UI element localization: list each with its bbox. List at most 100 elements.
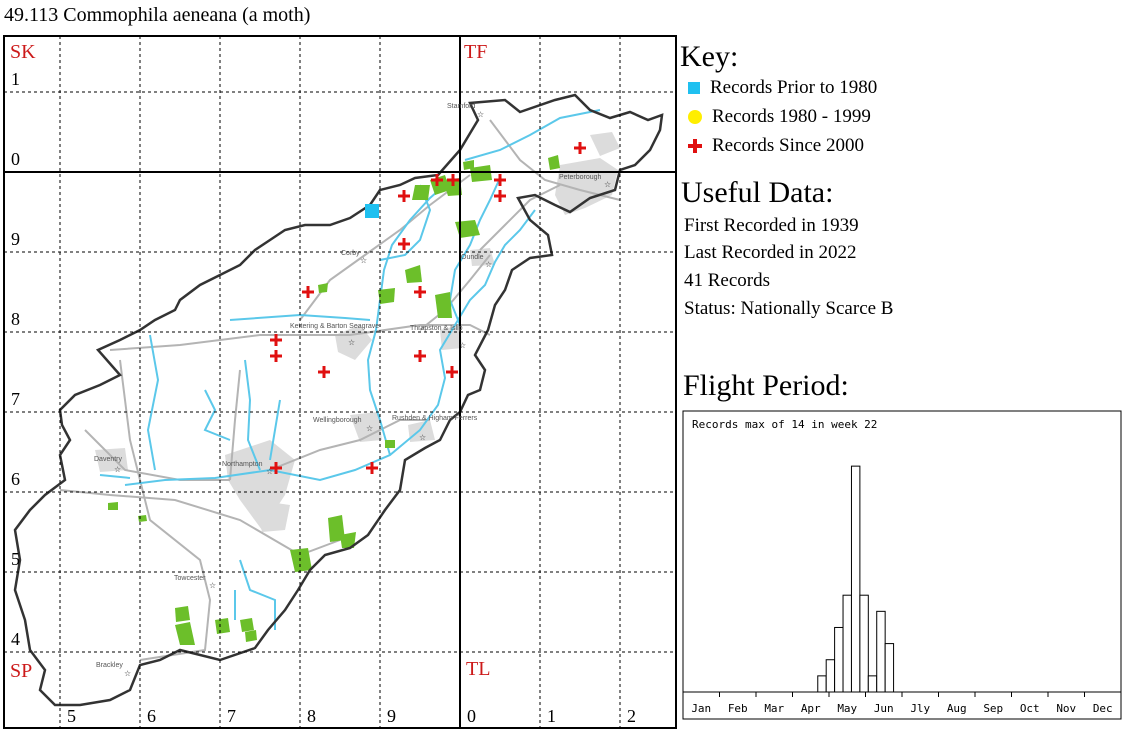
y-label: 8 [11, 309, 20, 329]
first-recorded: First Recorded in 1939 [684, 215, 859, 236]
rivers [99, 109, 601, 630]
plus-icon [688, 139, 702, 153]
town-label: Corby [341, 250, 360, 257]
record-square-marker [365, 204, 379, 218]
x-label: 5 [67, 706, 76, 726]
record-plus-marker [270, 350, 282, 362]
y-label: 0 [11, 149, 20, 169]
month-label: Jan [691, 702, 711, 715]
grid-lines [4, 36, 676, 728]
month-label: Feb [728, 702, 748, 715]
svg-text:☆: ☆ [114, 465, 121, 474]
x-label: 0 [467, 706, 476, 726]
town-label: Northampton [222, 461, 263, 468]
town-label: Thrapston & Islip [410, 325, 463, 332]
flight-bar [859, 594, 869, 693]
grid-letter-sk: SK [10, 41, 36, 63]
month-label: Dec [1093, 702, 1113, 715]
flight-bar [876, 610, 886, 693]
records-since-2000 [270, 142, 586, 474]
flight-period-chart: Records max of 14 in week 22 Jan Feb Mar Ap… [682, 410, 1122, 720]
svg-text:☆: ☆ [485, 260, 492, 269]
month-label: Sep [983, 702, 1003, 715]
grid-letter-sp: SP [10, 660, 32, 682]
y-label: 5 [11, 549, 20, 569]
month-label: Jun [874, 702, 894, 715]
square-icon [688, 82, 700, 94]
useful-data-heading: Useful Data: [681, 176, 834, 209]
svg-text:☆: ☆ [419, 433, 426, 442]
record-plus-marker [574, 142, 586, 154]
month-label: Apr [801, 702, 821, 715]
town-markers: ☆ ☆ ☆ ☆ ☆ ☆ ☆ ☆ ☆ ☆ ☆ ☆ [114, 110, 611, 678]
flight-bars [817, 465, 895, 693]
town-label: Rushden & Higham Ferrers [392, 415, 478, 422]
flight-bar [825, 659, 836, 693]
flight-period-heading: Flight Period: [683, 369, 849, 402]
month-label: Oct [1020, 702, 1040, 715]
key-label: Records Since 2000 [712, 135, 864, 156]
record-plus-marker [270, 462, 282, 474]
flight-bar [850, 465, 861, 693]
month-label: Aug [947, 702, 967, 715]
x-label: 2 [627, 706, 636, 726]
svg-text:☆: ☆ [124, 669, 131, 678]
record-count: 41 Records [684, 270, 771, 291]
record-plus-marker [447, 174, 459, 186]
record-plus-marker [431, 174, 443, 186]
chart-title: Records max of 14 in week 22 [692, 418, 877, 431]
town-label: Kettering & Barton Seagrave [290, 323, 379, 330]
record-plus-marker [318, 366, 330, 378]
record-plus-marker [398, 190, 410, 202]
record-plus-marker [494, 190, 506, 202]
record-plus-marker [414, 286, 426, 298]
svg-text:☆: ☆ [209, 581, 216, 590]
page-title: 49.113 Commophila aeneana (a moth) [4, 4, 311, 26]
y-label: 6 [11, 469, 20, 489]
county-boundary [13, 93, 664, 707]
conservation-status: Status: Nationally Scarce B [684, 298, 894, 319]
flight-bar [834, 626, 844, 693]
svg-text:☆: ☆ [360, 256, 367, 265]
record-plus-marker [414, 350, 426, 362]
y-label: 4 [11, 629, 20, 649]
town-label: Towcester [174, 575, 206, 582]
month-label: Mar [764, 702, 784, 715]
svg-text:☆: ☆ [477, 110, 484, 119]
distribution-map: SK TF SP TL 5 6 7 8 9 0 1 2 1 0 9 8 7 6 … [3, 35, 677, 729]
record-plus-marker [302, 286, 314, 298]
town-label: Daventry [94, 456, 123, 463]
record-plus-marker [398, 238, 410, 250]
month-label: Nov [1056, 702, 1076, 715]
svg-text:☆: ☆ [348, 338, 355, 347]
town-label: Stamford [447, 103, 476, 110]
key-label: Records Prior to 1980 [710, 77, 878, 98]
key-label: Records 1980 - 1999 [712, 106, 871, 127]
record-plus-marker [270, 334, 282, 346]
town-label: Peterborough [559, 174, 602, 181]
key-item: Records Since 2000 [688, 135, 864, 157]
svg-text:☆: ☆ [266, 467, 273, 476]
record-plus-marker [446, 366, 458, 378]
x-label: 8 [307, 706, 316, 726]
last-recorded: Last Recorded in 2022 [684, 242, 857, 263]
svg-text:☆: ☆ [459, 341, 466, 350]
x-label: 9 [387, 706, 396, 726]
x-label: 7 [227, 706, 236, 726]
x-label: 1 [547, 706, 556, 726]
key-item: Records 1980 - 1999 [688, 106, 871, 128]
svg-text:☆: ☆ [366, 424, 373, 433]
record-plus-marker [494, 174, 506, 186]
flight-bar [817, 675, 827, 693]
dot-icon [688, 110, 702, 124]
roads [59, 119, 621, 661]
x-label: 6 [147, 706, 156, 726]
flight-bar [842, 594, 852, 693]
flight-bar [867, 675, 878, 693]
y-label: 9 [11, 229, 20, 249]
y-label: 7 [11, 389, 20, 409]
town-label: Brackley [96, 662, 123, 669]
grid-letter-tl: TL [466, 658, 490, 680]
svg-text:☆: ☆ [604, 180, 611, 189]
grid-letter-tf: TF [464, 41, 487, 63]
